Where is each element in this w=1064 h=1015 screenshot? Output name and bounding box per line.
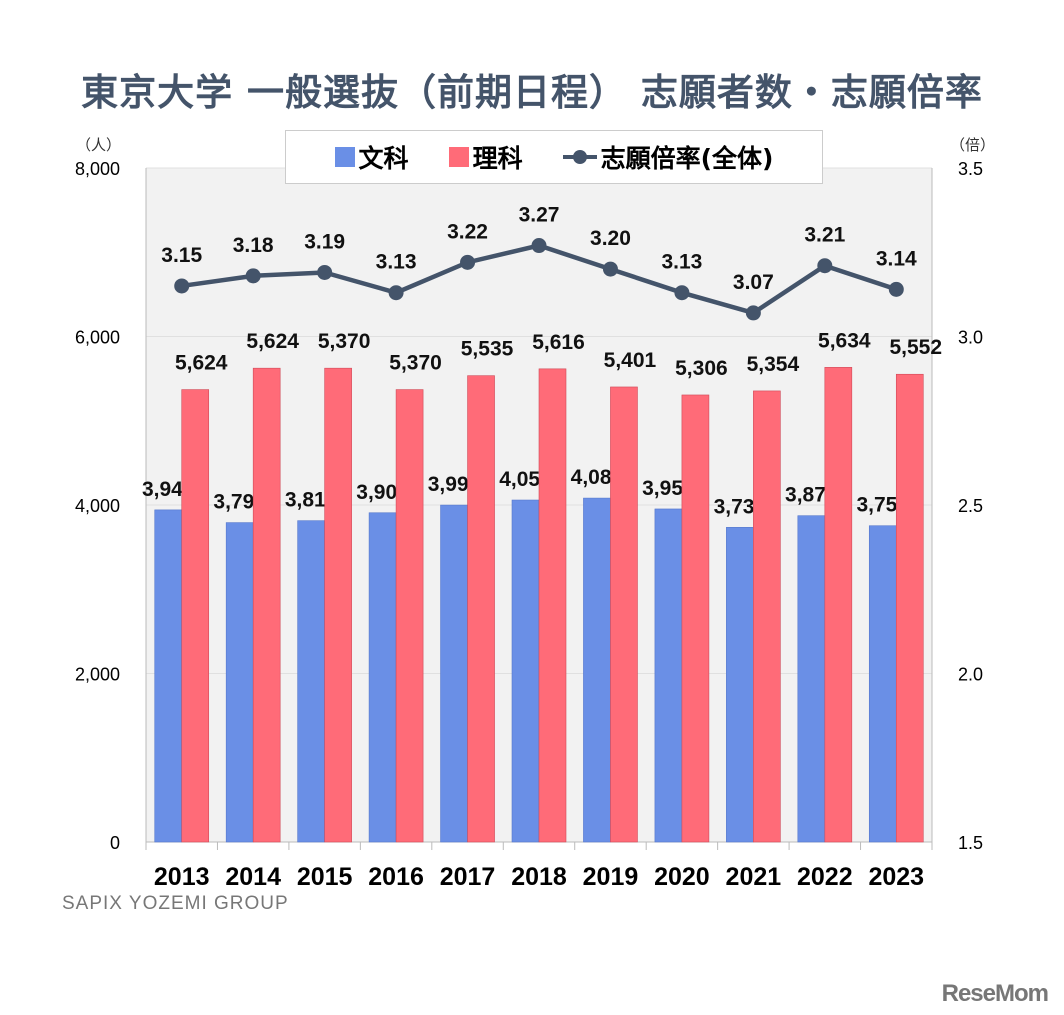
ratio-data-label: 3.22 [447, 220, 488, 243]
bunka-data-label: 3,953 [642, 477, 695, 500]
bunka-bar [868, 525, 897, 843]
right-tick-label: 2.5 [958, 496, 983, 516]
rika-bar [252, 367, 281, 843]
bunka-bar [440, 504, 468, 843]
legend-item-bunka: 文科 [334, 139, 409, 175]
bunka-bar [368, 512, 397, 843]
rika-data-label: 5,624 [175, 352, 228, 375]
ratio-point [460, 254, 476, 270]
x-tick-label: 2013 [154, 863, 210, 891]
bunka-data-label: 4,082 [571, 466, 624, 489]
left-axis-unit: （人） [76, 136, 122, 154]
bunka-bar [654, 508, 683, 843]
ratio-data-label: 3.19 [304, 230, 345, 253]
bunka-data-label: 4,059 [499, 468, 552, 491]
rika-data-label: 5,370 [389, 352, 442, 375]
rika-bar [753, 390, 781, 843]
x-tick-label: 2022 [797, 863, 853, 891]
ratio-point [174, 278, 190, 294]
x-tick-label: 2014 [225, 863, 281, 891]
right-tick-label: 2.0 [958, 665, 983, 685]
rika-data-label: 5,616 [532, 331, 585, 354]
ratio-data-label: 3.13 [376, 251, 417, 274]
x-tick-label: 2020 [654, 863, 710, 891]
left-tick-label: 0 [110, 833, 120, 853]
legend-item-ratio: 志願倍率(全体) [562, 139, 774, 175]
ratio-point [531, 238, 547, 254]
ratio-data-label: 3.07 [733, 271, 774, 294]
rika-data-label: 5,370 [318, 330, 371, 353]
x-tick-label: 2016 [368, 863, 424, 891]
ratio-point [817, 258, 833, 274]
bunka-bar [297, 520, 325, 843]
ratio-data-label: 3.13 [661, 251, 702, 274]
right-tick-label: 1.5 [958, 833, 983, 853]
rika-bar [181, 389, 210, 843]
right-axis-unit: （倍） [950, 136, 996, 154]
ratio-point [245, 268, 261, 284]
ratio-data-label: 3.18 [233, 234, 274, 257]
x-tick-label: 2015 [297, 863, 353, 891]
bunka-bar [225, 522, 254, 843]
ratio-data-label: 3.21 [804, 224, 845, 247]
legend-swatch [334, 147, 355, 167]
watermark-logo: ReseMom [941, 980, 1049, 1007]
rika-bar [324, 367, 352, 843]
bunka-data-label: 3,942 [142, 478, 195, 501]
bunka-bar [583, 497, 611, 843]
bunka-bar [511, 499, 540, 843]
left-tick-label: 2,000 [75, 665, 120, 685]
rika-data-label: 5,624 [246, 330, 299, 353]
x-tick-label: 2018 [511, 863, 567, 891]
credit: SAPIX YOZEMI GROUP [62, 893, 289, 914]
legend-label: 文科 [358, 144, 409, 173]
bunka-data-label: 3,873 [785, 484, 838, 507]
rika-bar [681, 394, 710, 843]
ratio-data-label: 3.27 [519, 204, 560, 227]
rika-data-label: 5,634 [818, 329, 871, 352]
x-tick-label: 2021 [726, 863, 782, 891]
rika-data-label: 5,535 [461, 338, 514, 361]
bunka-data-label: 3,999 [428, 473, 481, 496]
ratio-point [317, 264, 333, 280]
legend: 文科 理科 志願倍率(全体) [285, 130, 823, 184]
rika-data-label: 5,354 [747, 353, 800, 376]
rika-bar [895, 373, 924, 843]
rika-bar [395, 389, 424, 843]
left-tick-label: 8,000 [75, 159, 120, 179]
ratio-data-label: 3.14 [876, 247, 917, 270]
legend-label: 志願倍率(全体) [600, 144, 774, 173]
ratio-data-label: 3.20 [590, 227, 631, 250]
ratio-point [388, 285, 404, 301]
rika-data-label: 5,552 [889, 336, 942, 359]
x-tick-label: 2019 [583, 863, 639, 891]
bunka-bar [797, 515, 826, 843]
rika-bar [538, 368, 567, 843]
bunka-bar [154, 509, 183, 843]
ratio-point [602, 261, 618, 277]
ratio-data-label: 3.15 [161, 244, 202, 267]
ratio-point [674, 285, 690, 301]
x-tick-label: 2023 [868, 863, 924, 891]
ratio-point [888, 281, 904, 297]
x-tick-label: 2017 [440, 863, 496, 891]
bunka-bar [726, 527, 754, 843]
ratio-point [745, 305, 761, 321]
chart-title: 東京大学 一般選抜（前期日程） 志願者数・志願倍率 [81, 71, 983, 114]
rika-bar [610, 386, 638, 843]
rika-bar [467, 375, 495, 843]
right-tick-label: 3.0 [958, 328, 983, 348]
right-tick-label: 3.5 [958, 159, 983, 179]
left-tick-label: 4,000 [75, 496, 120, 516]
rika-data-label: 5,401 [604, 349, 657, 372]
legend-swatch [448, 147, 469, 167]
left-tick-label: 6,000 [75, 328, 120, 348]
rika-data-label: 5,306 [675, 357, 728, 380]
legend-item-rika: 理科 [448, 139, 523, 175]
rika-bar [824, 367, 853, 843]
legend-label: 理科 [472, 144, 523, 173]
